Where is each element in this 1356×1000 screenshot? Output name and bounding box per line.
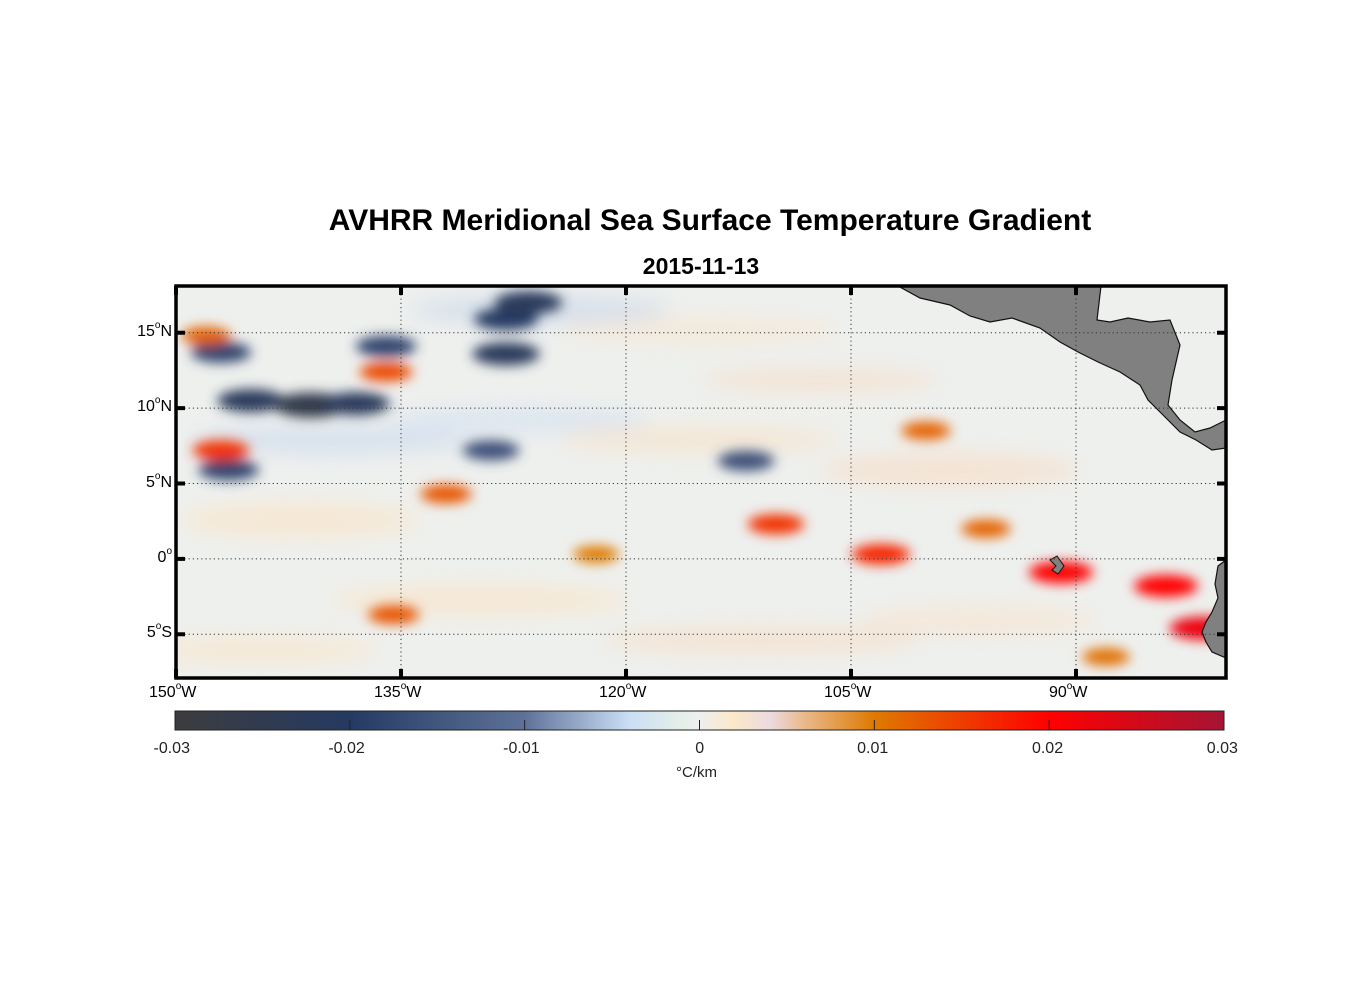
y-tick-label: 5oN [145,470,172,491]
gradient-feature-neg-band-10N-west [217,389,285,413]
gradient-feature-pos-blob-110W-2N [747,514,805,535]
gradient-feature-pos-blob-135W-4S [367,605,420,624]
land-galapagos [1049,555,1065,575]
gradient-feature-pos-blob-148W-15N [181,326,231,345]
colorbar-tick-label: -0.03 [153,740,190,757]
gradient-feature-pos-band-84W-2S [1134,575,1198,598]
gradient-feature-neg-blob-146W-6N [198,459,259,481]
background-texture [176,296,1100,664]
gradient-feature-pos-blob-132W-4N [420,484,472,504]
gradient-feature-pos-band-93W-2N [961,519,1011,538]
colorbar-tick-label: -0.01 [503,740,540,757]
chart-subtitle: 2015-11-13 [642,253,760,279]
gradient-feature-neg-blob-147W-14N [190,341,252,363]
colorbar-ticks [349,720,1050,730]
x-tick-label: 135oW [374,681,422,701]
axis-ticks [174,286,1226,678]
gradient-feature-pos-band-106W-0N [851,544,911,565]
colorbar-tick-label: 0 [695,740,705,757]
chart-title: AVHRR Meridional Sea Surface Temperature… [328,204,1092,237]
gradient-feature-pos-blob-91W-1S [1029,561,1093,584]
colorbar-unit-label: °C/km [676,764,717,781]
feature-layer [181,291,1226,666]
gradient-feature-pos-blob-147W-7N [192,440,250,461]
x-tick-label: 150oW [149,681,197,701]
colorbar-tick-label: -0.02 [328,740,365,757]
y-tick-label: 5oS [146,621,172,642]
gradient-feature-pos-blob-136W-12N [359,362,413,382]
gradient-feature-neg-blob-128W-14N [472,342,540,366]
x-tick-label: 105oW [824,681,872,701]
gradient-feature-neg-blob-136W-14N [355,335,417,357]
y-tick-label: 15oN [137,319,172,340]
x-tick-label: 90oW [1049,681,1088,701]
gradient-feature-pos-blob-88W-6S [1082,648,1130,666]
gradient-feature-neg-blob-112W-6N [717,450,775,471]
land-central-america [897,286,1226,451]
colorbar-tick-label: 0.02 [1031,740,1064,757]
colorbar-tick-label: 0.03 [1206,740,1238,757]
gradient-feature-neg-blob-126W-17N [494,291,563,315]
graticule [176,286,1226,678]
colorbar-tick-label: 0.01 [857,740,889,757]
y-tick-label: 0o [157,545,172,566]
y-tick-label: 10oN [137,395,172,416]
gradient-field [176,286,1226,678]
gradient-feature-pos-band-100W-9N [901,421,951,440]
gradient-feature-neg-blob-138W-10N [322,392,390,416]
x-tick-label: 120oW [599,681,647,701]
gradient-feature-pos-blob-122W-1N [573,545,619,563]
gradient-feature-neg-blob-129W-7N [462,440,520,461]
